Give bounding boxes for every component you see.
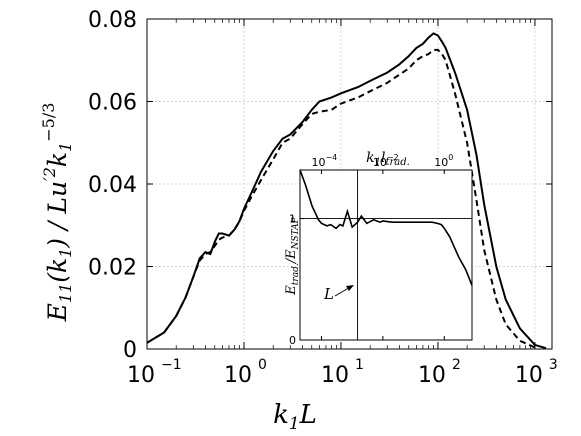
inset-x-tick-labels: 10 −4 10 −2 10 0 [311,153,453,169]
main-x-tick-labels: 10 −1 10 0 10 1 10 2 10 3 [127,357,558,388]
inset-plot-frame [299,169,473,341]
inset-y-axis-title: Etrad./ENSTAP [284,216,301,295]
inset-annotation-L: L [323,285,354,303]
x-tick-label: 10 [127,363,155,388]
y-axis-title: E11(k1) / Lu′2k1−5/3 [39,103,75,323]
y-tick-label: 0.04 [88,173,137,198]
svg-text:L: L [323,285,334,303]
main-lines [146,32,547,350]
inset-y-tick-label: 1 [289,213,296,226]
arrowhead-icon [346,285,354,291]
inset-ticks [300,170,445,341]
y-tick-label: 0.06 [88,91,137,116]
main-y-tick-labels: 0 0.02 0.04 0.06 0.08 [88,8,137,363]
inset-plot: 01 10 −4 10 −2 10 0 [289,153,473,347]
x-tick-exponent: 2 [452,357,461,373]
inset-background [300,170,472,340]
main-plot: 00.020.040.060.08 10 −1 10 0 10 1 10 2 10 3 [88,8,558,388]
main-ticks [146,18,552,350]
inset-lines [299,169,473,286]
inset-y-tick-label: 0 [289,334,296,347]
inset-x-tick-label: 10 [373,156,387,169]
y-tick-label: 0.02 [88,256,137,281]
inset-x-tick-label: 10 [434,156,448,169]
inset-series-line [299,169,473,286]
inset-x-tick-label: 10 [311,156,325,169]
x-tick-label: 10 [321,363,349,388]
x-tick-label: 10 [515,363,543,388]
svg-text:k1L: k1L [273,400,317,434]
y-tick-label: 0 [123,338,137,363]
svg-text:E11(k1) / Lu′2k1−5/3: E11(k1) / Lu′2k1−5/3 [39,103,75,323]
inset-x-tick-exponent: −4 [325,153,337,162]
series-line-solid [146,32,547,350]
x-tick-exponent: 3 [549,357,558,373]
x-axis-title: k1L [273,400,317,434]
x-tick-label: 10 [418,363,446,388]
inset-x-tick-exponent: −2 [387,153,399,162]
inset-x-tick-exponent: 0 [448,153,453,162]
y-tick-label: 0.08 [88,8,137,33]
svg-text:Etrad./ENSTAP: Etrad./ENSTAP [284,216,301,295]
x-tick-exponent: −1 [161,357,182,373]
x-tick-exponent: 1 [355,357,364,373]
x-tick-label: 10 [224,363,252,388]
inset-reference-lines [300,170,472,340]
x-tick-exponent: 0 [258,357,267,373]
inset-y-tick-labels: 01 [289,213,296,347]
